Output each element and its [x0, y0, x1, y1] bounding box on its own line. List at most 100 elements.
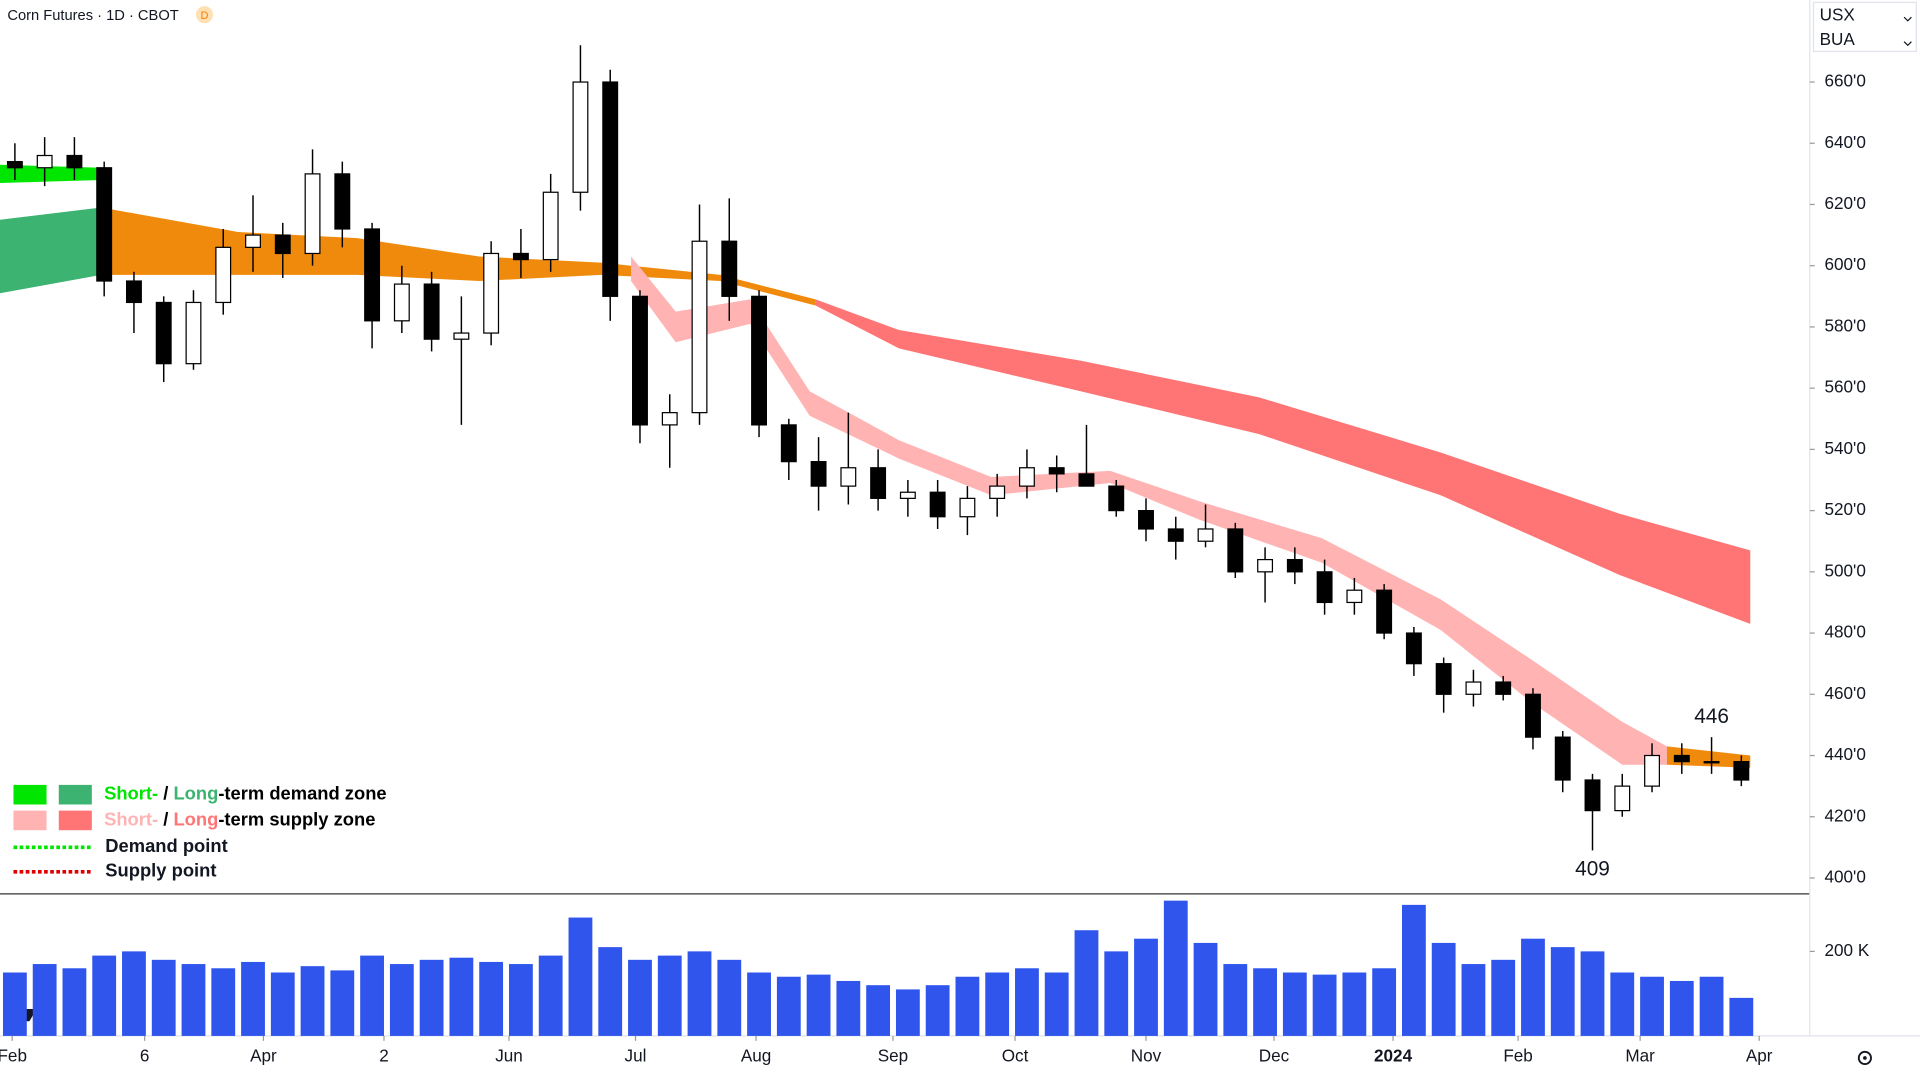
- volume-bar: [1580, 951, 1605, 1036]
- dropdown-arrows: [1903, 16, 1912, 47]
- volume-bar: [717, 959, 742, 1036]
- x-tick-label: 6: [140, 1045, 150, 1065]
- volume-bar: [270, 972, 295, 1036]
- legend-label-part: /: [158, 808, 173, 829]
- candle-body: [632, 295, 648, 426]
- candle-body: [721, 240, 738, 297]
- volume-bar: [1193, 942, 1218, 1036]
- x-tick-label: Sep: [878, 1045, 908, 1065]
- volume-bar: [925, 985, 950, 1036]
- legend-label: Short- / Long-term supply zone: [104, 808, 375, 829]
- candle-body: [1644, 754, 1660, 787]
- zone-band: [0, 207, 102, 294]
- y-tick-label: 520'0: [1824, 499, 1865, 519]
- volume-bar: [62, 968, 87, 1036]
- volume-bar: [1699, 976, 1724, 1036]
- legend-label-part: -term supply zone: [218, 808, 375, 829]
- candle-body: [36, 154, 53, 169]
- currency-select[interactable]: USX: [1820, 4, 1856, 24]
- volume-bar: [300, 966, 325, 1036]
- candle-body: [780, 424, 797, 463]
- volume-bar: [1163, 900, 1188, 1036]
- y-tick-label: 440'0: [1824, 744, 1865, 764]
- candle-body: [185, 301, 202, 365]
- candle-body: [364, 228, 381, 322]
- volume-tick-label: 200 K: [1824, 940, 1869, 960]
- candle-body: [1316, 571, 1333, 604]
- volume-bar: [509, 964, 533, 1036]
- x-tick-label: Aug: [741, 1045, 771, 1065]
- candle-body: [1346, 589, 1363, 604]
- candle-body: [453, 332, 470, 340]
- zone-band: [815, 299, 1751, 624]
- candle-body: [1733, 761, 1750, 781]
- x-tick-label: Dec: [1259, 1045, 1290, 1065]
- x-tick-label: Feb: [0, 1045, 27, 1065]
- candle-body: [423, 283, 440, 340]
- candle-body: [1554, 736, 1571, 781]
- volume-bar: [389, 964, 414, 1036]
- candle-body: [661, 412, 678, 426]
- y-tick-label: 540'0: [1824, 438, 1865, 458]
- candle-body: [125, 280, 142, 304]
- candle-body: [1286, 558, 1303, 573]
- legend-swatch-long: [58, 784, 92, 805]
- candle-body: [1018, 467, 1035, 487]
- candle-body: [1614, 785, 1631, 812]
- candle-body: [751, 295, 768, 426]
- volume-bar: [538, 955, 563, 1036]
- candle-body: [1495, 681, 1512, 695]
- y-tick-label: 460'0: [1824, 683, 1865, 703]
- volume-bar: [1104, 951, 1129, 1036]
- volume-bar: [122, 951, 146, 1036]
- volume-bar: [866, 985, 891, 1036]
- unit-select[interactable]: BUA: [1820, 29, 1856, 49]
- volume-bar: [1491, 959, 1516, 1036]
- volume-bar: [1372, 968, 1397, 1036]
- y-tick-label: 640'0: [1824, 132, 1865, 152]
- x-tick-label: Feb: [1503, 1045, 1533, 1065]
- candle-body: [512, 252, 529, 261]
- volume-bar: [1015, 968, 1039, 1036]
- volume-bar: [836, 980, 861, 1036]
- volume-bar: [1074, 930, 1099, 1036]
- volume-bar: [747, 972, 771, 1036]
- volume-bar: [151, 959, 176, 1036]
- volume-bar: [568, 917, 593, 1036]
- price-annotation: 446: [1694, 705, 1729, 728]
- candle-body: [1405, 632, 1422, 665]
- volume-bar: [330, 970, 355, 1036]
- settings-icon[interactable]: [1857, 1050, 1872, 1065]
- badge: D: [201, 10, 209, 22]
- volume-bar: [955, 976, 980, 1036]
- unit-selector[interactable]: [1812, 1, 1917, 53]
- volume-bar: [1044, 972, 1069, 1036]
- legend-label-part: Short-: [104, 808, 158, 829]
- candle-body: [1138, 510, 1154, 530]
- candle-body: [989, 485, 1006, 499]
- settings-icon-dot: [1863, 1056, 1867, 1060]
- zone-band: [1666, 746, 1751, 768]
- candle-body: [96, 167, 113, 282]
- legend-label-part: Long: [173, 783, 218, 804]
- candle-body: [1465, 681, 1482, 695]
- legend-swatch-long: [58, 810, 92, 831]
- volume-bar: [598, 947, 623, 1036]
- x-tick-label: Jun: [495, 1045, 523, 1065]
- candle-body: [215, 246, 232, 304]
- candle-body: [1197, 528, 1214, 542]
- volume-bar: [1669, 980, 1694, 1036]
- x-tick-label: Nov: [1131, 1045, 1162, 1065]
- candle-body: [542, 191, 559, 261]
- volume-bar: [479, 961, 504, 1036]
- y-tick-label: 600'0: [1824, 254, 1865, 274]
- volume-bar: [657, 955, 682, 1036]
- zone-band: [0, 164, 102, 184]
- badge-circle: [195, 6, 214, 24]
- legend-label: Supply point: [105, 860, 216, 881]
- volume-pane: [2, 900, 1754, 1036]
- y-tick-label: 620'0: [1824, 193, 1865, 213]
- candle-body: [1584, 779, 1601, 812]
- volume-bar: [1521, 938, 1545, 1036]
